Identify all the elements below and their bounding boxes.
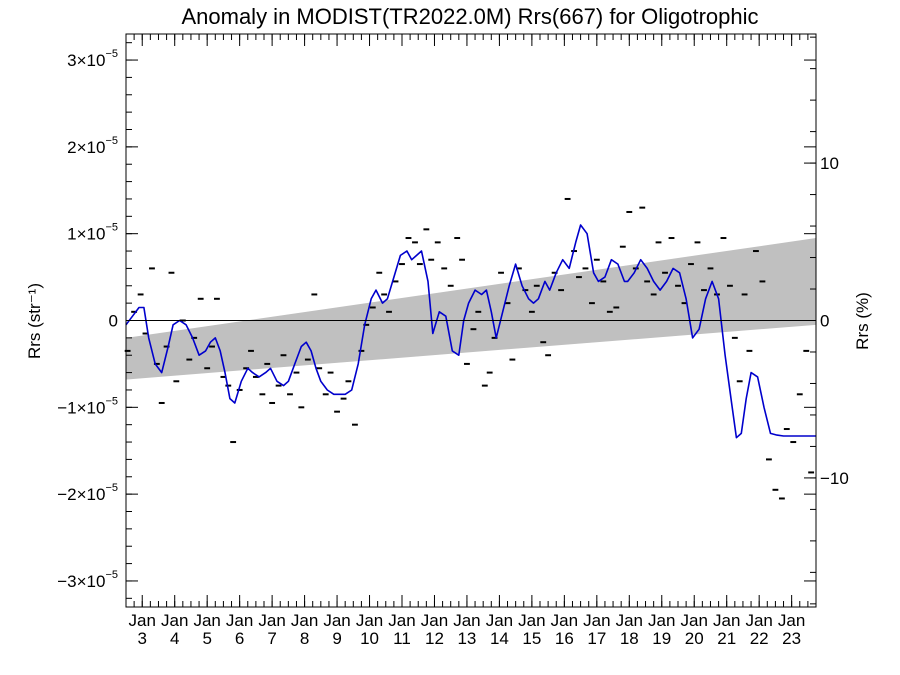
monthly-marks-layer <box>124 197 815 500</box>
y-axis-label-right: Rrs (%) <box>853 292 872 350</box>
y-right-tick-label: 0 <box>820 312 829 331</box>
x-tick-month-label: Jan <box>388 611 415 630</box>
x-tick-month-label: Jan <box>323 611 350 630</box>
x-tick-year-label: 23 <box>782 629 801 648</box>
x-tick-month-label: Jan <box>616 611 643 630</box>
x-tick-month-label: Jan <box>356 611 383 630</box>
x-tick-year-label: 18 <box>620 629 639 648</box>
x-tick-month-label: Jan <box>193 611 220 630</box>
x-tick-year-label: 16 <box>555 629 574 648</box>
x-tick-year-label: 15 <box>522 629 541 648</box>
x-tick-year-label: 13 <box>457 629 476 648</box>
y-tick-label: 2×10−5 <box>67 135 118 157</box>
chart-title: Anomaly in MODIST(TR2022.0M) Rrs(667) fo… <box>181 4 758 29</box>
x-tick-month-label: Jan <box>518 611 545 630</box>
y-tick-label: 0 <box>109 312 118 331</box>
x-tick-month-label: Jan <box>648 611 675 630</box>
x-tick-month-label: Jan <box>713 611 740 630</box>
x-tick-year-label: 14 <box>490 629 509 648</box>
x-tick-year-label: 22 <box>750 629 769 648</box>
x-tick-year-label: 21 <box>717 629 736 648</box>
x-tick-year-label: 10 <box>360 629 379 648</box>
y-tick-label: −2×10−5 <box>57 482 118 504</box>
y-tick-label: −1×10−5 <box>57 395 118 417</box>
x-tick-month-label: Jan <box>421 611 448 630</box>
x-tick-year-label: 12 <box>425 629 444 648</box>
x-tick-month-label: Jan <box>745 611 772 630</box>
x-tick-year-label: 5 <box>202 629 211 648</box>
y-tick-label: −3×10−5 <box>57 569 118 591</box>
x-tick-year-label: 3 <box>138 629 147 648</box>
x-tick-year-label: 20 <box>685 629 704 648</box>
x-tick-month-label: Jan <box>258 611 285 630</box>
x-tick-month-label: Jan <box>291 611 318 630</box>
axes-layer: −3×10−5 −2×10−5 −1×10−5 0 1×10−5 2×10−5 3×10−5… <box>57 33 849 648</box>
y-tick-label: 1×10−5 <box>67 222 118 244</box>
y-right-tick-label: 10 <box>820 154 839 173</box>
x-tick-year-label: 19 <box>652 629 671 648</box>
x-tick-year-label: 6 <box>235 629 244 648</box>
y-tick-label: 3×10−5 <box>67 48 118 70</box>
x-tick-month-label: Jan <box>453 611 480 630</box>
x-tick-year-label: 17 <box>587 629 606 648</box>
x-tick-year-label: 11 <box>393 629 411 648</box>
x-tick-month-label: Jan <box>778 611 805 630</box>
x-tick-month-label: Jan <box>161 611 188 630</box>
x-tick-year-label: 9 <box>332 629 341 648</box>
trend-band <box>126 238 816 380</box>
x-tick-year-label: 4 <box>170 629 179 648</box>
x-tick-month-label: Jan <box>226 611 253 630</box>
y-axis-label: Rrs (str⁻¹) <box>25 283 44 359</box>
x-tick-month-label: Jan <box>551 611 578 630</box>
x-tick-month-label: Jan <box>129 611 156 630</box>
x-tick-month-label: Jan <box>681 611 708 630</box>
y-right-tick-label: −10 <box>820 469 849 488</box>
trend-band-layer <box>126 238 816 380</box>
x-tick-month-label: Jan <box>583 611 610 630</box>
x-tick-month-label: Jan <box>486 611 513 630</box>
x-tick-year-label: 8 <box>300 629 309 648</box>
x-tick-year-label: 7 <box>267 629 276 648</box>
